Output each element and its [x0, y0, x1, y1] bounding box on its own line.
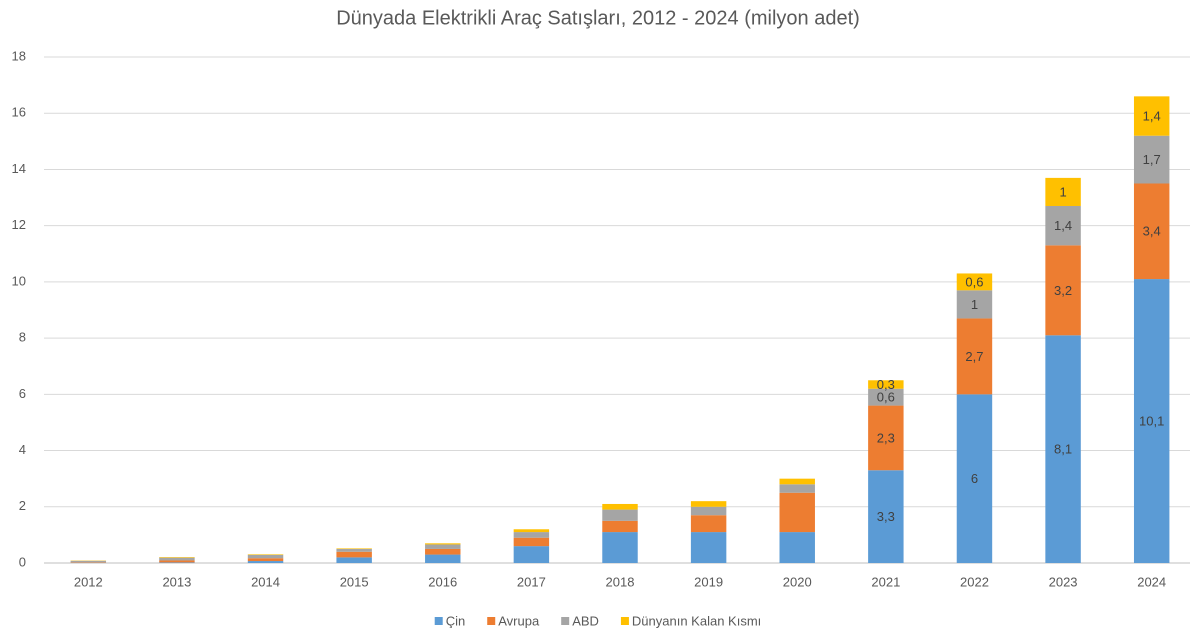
bar-segment [780, 532, 815, 563]
bar-segment [514, 529, 549, 532]
bar-segment [248, 555, 283, 558]
data-label: 1 [1059, 184, 1066, 199]
bar-segment [691, 515, 726, 532]
x-tick-label: 2014 [251, 574, 280, 589]
data-label: 3,4 [1143, 224, 1161, 239]
bar-segment [425, 549, 460, 555]
x-tick-label: 2024 [1137, 574, 1166, 589]
x-tick-label: 2012 [74, 574, 103, 589]
x-tick-label: 2019 [694, 574, 723, 589]
y-tick-label: 8 [19, 330, 26, 345]
data-label: 1,7 [1143, 152, 1161, 167]
x-tick-label: 2016 [428, 574, 457, 589]
bar-segment [602, 504, 637, 510]
legend-swatch [435, 617, 443, 625]
bar-segment [159, 558, 194, 561]
data-label: 2,3 [877, 430, 895, 445]
data-label: 10,1 [1139, 413, 1164, 428]
bar-segment [425, 543, 460, 544]
x-tick-label: 2022 [960, 574, 989, 589]
legend-label: ABD [572, 613, 599, 628]
bar-segment [780, 493, 815, 532]
legend-label: Dünyanın Kalan Kısmı [632, 613, 761, 628]
bar-segment [159, 562, 194, 563]
y-tick-label: 6 [19, 386, 26, 401]
bar-segment [602, 532, 637, 563]
legend-label: Çin [446, 613, 466, 628]
bar-segment [159, 557, 194, 558]
x-tick-label: 2013 [162, 574, 191, 589]
bar-segment [71, 562, 106, 563]
legend-label: Avrupa [498, 613, 540, 628]
legend-swatch [487, 617, 495, 625]
bar-segment [248, 554, 283, 555]
y-tick-label: 12 [12, 217, 26, 232]
bar-segment [248, 558, 283, 561]
bar-segment [780, 479, 815, 485]
bar-segment [336, 548, 371, 549]
bar-segment [248, 561, 283, 563]
bar-segment [691, 501, 726, 507]
x-tick-label: 2020 [783, 574, 812, 589]
y-tick-label: 0 [19, 554, 26, 569]
bar-segment [514, 532, 549, 538]
bar-segment [780, 484, 815, 492]
y-tick-label: 2 [19, 498, 26, 513]
bar-segment [514, 538, 549, 546]
data-label: 3,2 [1054, 283, 1072, 298]
bar-segment [425, 555, 460, 563]
x-tick-label: 2023 [1049, 574, 1078, 589]
x-tick-label: 2015 [340, 574, 369, 589]
data-label: 3,3 [877, 509, 895, 524]
x-tick-label: 2018 [606, 574, 635, 589]
bar-segment [159, 560, 194, 562]
data-label: 1,4 [1054, 218, 1072, 233]
chart-title: Dünyada Elektrikli Araç Satışları, 2012 … [336, 7, 860, 29]
y-tick-label: 18 [12, 48, 26, 63]
legend-swatch [561, 617, 569, 625]
data-label: 0,3 [877, 377, 895, 392]
bar-segment [336, 552, 371, 558]
y-tick-label: 14 [12, 161, 26, 176]
data-label: 8,1 [1054, 442, 1072, 457]
legend-swatch [621, 617, 629, 625]
x-tick-label: 2017 [517, 574, 546, 589]
bar-segment [602, 521, 637, 532]
y-tick-label: 4 [19, 442, 26, 457]
y-tick-label: 10 [12, 273, 26, 288]
data-label: 0,6 [965, 274, 983, 289]
y-tick-label: 16 [12, 105, 26, 120]
data-label: 6 [971, 471, 978, 486]
bar-segment [336, 549, 371, 552]
bar-segment [71, 561, 106, 562]
bar-segment [691, 507, 726, 515]
bar-segment [425, 544, 460, 548]
data-label: 1,4 [1143, 108, 1161, 123]
data-label: 2,7 [965, 349, 983, 364]
data-label: 1 [971, 297, 978, 312]
bar-segment [514, 546, 549, 563]
bar-segment [336, 557, 371, 563]
bar-segment [691, 532, 726, 563]
bar-segment [602, 510, 637, 521]
x-tick-label: 2021 [871, 574, 900, 589]
